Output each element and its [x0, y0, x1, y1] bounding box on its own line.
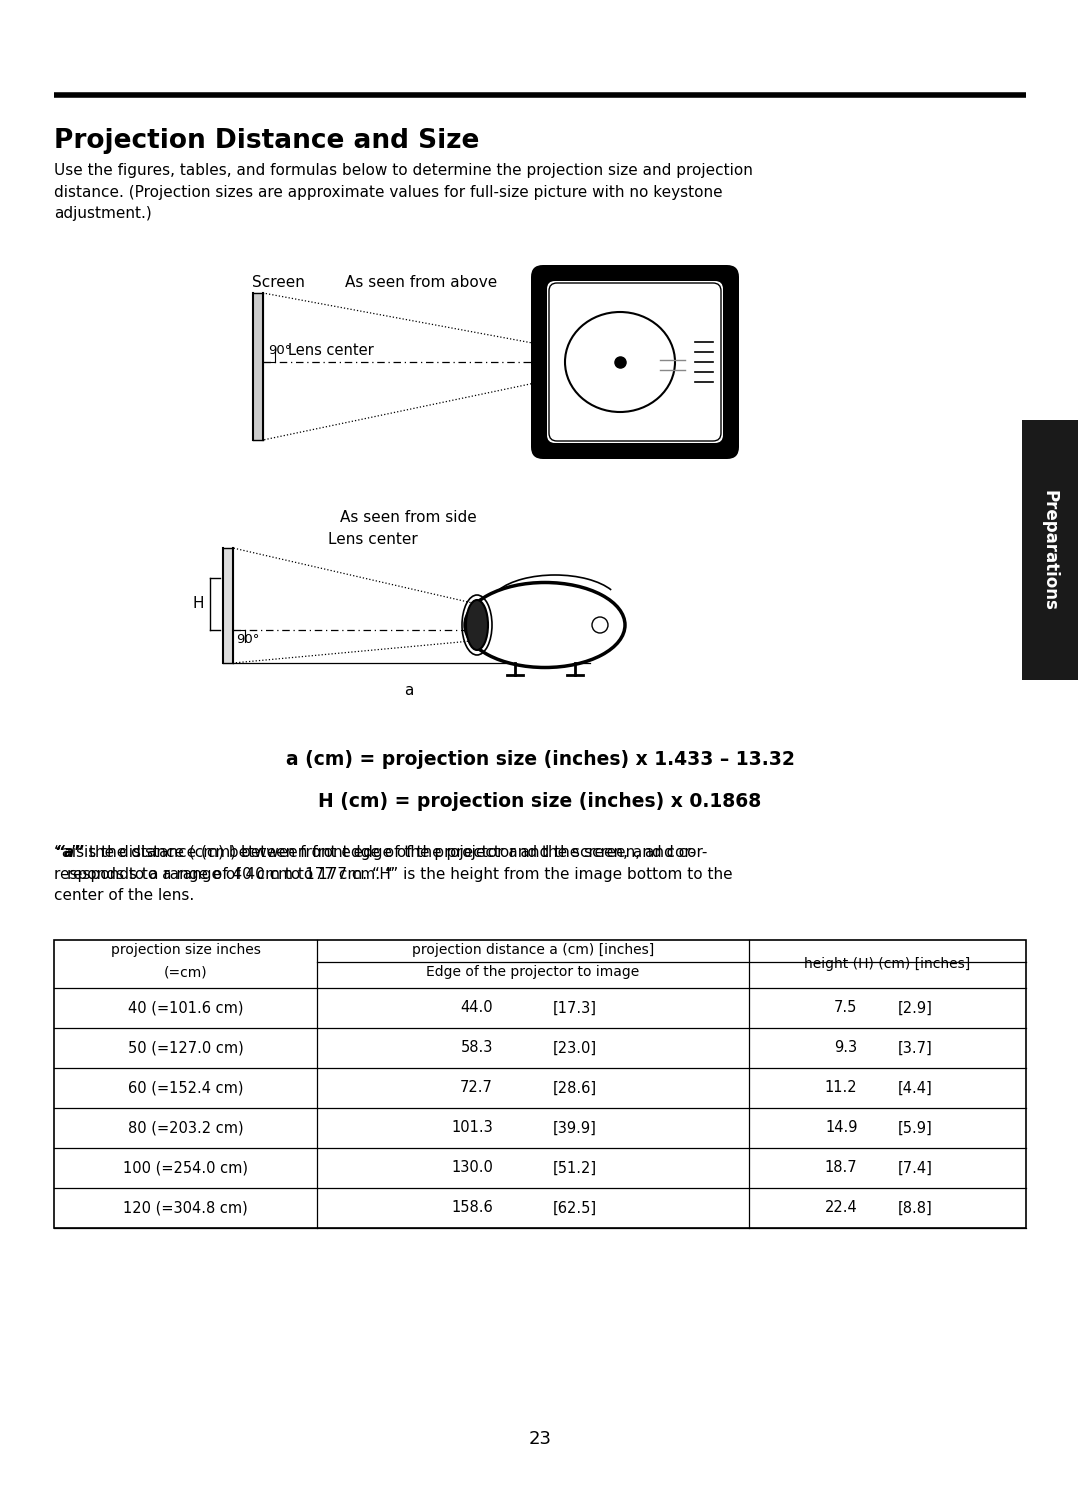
Text: As seen from side: As seen from side [340, 510, 476, 525]
Text: 90°: 90° [268, 344, 292, 356]
Text: [7.4]: [7.4] [897, 1160, 932, 1175]
Text: [4.4]: [4.4] [897, 1081, 932, 1096]
Text: 120 (=304.8 cm): 120 (=304.8 cm) [123, 1200, 248, 1215]
Text: height (H) (cm) [inches]: height (H) (cm) [inches] [805, 957, 971, 971]
Text: is the distance (cm) between front edge of the projector and the screen, and cor: is the distance (cm) between front edge … [67, 845, 696, 881]
Ellipse shape [465, 583, 625, 668]
Text: [8.8]: [8.8] [897, 1200, 932, 1215]
Ellipse shape [565, 312, 675, 412]
Text: [28.6]: [28.6] [553, 1081, 597, 1096]
Text: a: a [404, 683, 414, 698]
Text: 90°: 90° [237, 634, 259, 646]
Text: 40 (=101.6 cm): 40 (=101.6 cm) [127, 1000, 243, 1015]
Text: H (cm) = projection size (inches) x 0.1868: H (cm) = projection size (inches) x 0.18… [319, 792, 761, 811]
Text: 22.4: 22.4 [825, 1200, 858, 1215]
Text: 44.0: 44.0 [460, 1000, 492, 1015]
Text: (=cm): (=cm) [164, 965, 207, 980]
Text: projection distance a (cm) [inches]: projection distance a (cm) [inches] [411, 942, 654, 957]
Text: Lens center: Lens center [288, 343, 374, 358]
Text: 72.7: 72.7 [460, 1081, 492, 1096]
Text: 100 (=254.0 cm): 100 (=254.0 cm) [123, 1160, 248, 1175]
Text: [62.5]: [62.5] [553, 1200, 597, 1215]
Text: [2.9]: [2.9] [897, 1000, 932, 1015]
FancyBboxPatch shape [531, 265, 739, 459]
Text: 23: 23 [528, 1430, 552, 1448]
Text: 11.2: 11.2 [825, 1081, 858, 1096]
Text: 7.5: 7.5 [834, 1000, 858, 1015]
Text: H: H [192, 596, 204, 611]
Text: [51.2]: [51.2] [553, 1160, 597, 1175]
Text: a (cm) = projection size (inches) x 1.433 – 13.32: a (cm) = projection size (inches) x 1.43… [285, 750, 795, 769]
Text: 14.9: 14.9 [825, 1121, 858, 1136]
Text: Screen: Screen [252, 274, 305, 291]
Text: [5.9]: [5.9] [897, 1121, 932, 1136]
Text: As seen from above: As seen from above [345, 274, 497, 291]
Bar [1022, 420, 1078, 680]
Text: Projection Distance and Size: Projection Distance and Size [54, 128, 480, 154]
Circle shape [592, 617, 608, 634]
Text: 18.7: 18.7 [825, 1160, 858, 1175]
FancyBboxPatch shape [546, 280, 723, 443]
Text: 158.6: 158.6 [451, 1200, 492, 1215]
Text: 80 (=203.2 cm): 80 (=203.2 cm) [127, 1121, 243, 1136]
Ellipse shape [465, 599, 488, 650]
Text: 130.0: 130.0 [451, 1160, 492, 1175]
Text: Use the figures, tables, and formulas below to determine the projection size and: Use the figures, tables, and formulas be… [54, 163, 753, 221]
Text: 58.3: 58.3 [461, 1041, 492, 1056]
Text: Edge of the projector to image: Edge of the projector to image [427, 965, 639, 980]
Text: projection size inches: projection size inches [110, 942, 260, 957]
Text: 9.3: 9.3 [835, 1041, 858, 1056]
Text: Preparations: Preparations [1041, 489, 1059, 610]
Text: [23.0]: [23.0] [553, 1041, 597, 1056]
Text: [17.3]: [17.3] [553, 1000, 597, 1015]
Text: [39.9]: [39.9] [553, 1121, 597, 1136]
Text: Lens center: Lens center [328, 532, 418, 547]
Text: 50 (=127.0 cm): 50 (=127.0 cm) [127, 1041, 243, 1056]
Text: “a”: “a” [54, 845, 84, 860]
Bar [54, 939, 1026, 1229]
Text: “a” is the distance (cm) between front edge of the projector and the screen, and: “a” is the distance (cm) between front e… [54, 845, 732, 904]
Text: 60 (=152.4 cm): 60 (=152.4 cm) [127, 1081, 243, 1096]
Text: [3.7]: [3.7] [897, 1041, 932, 1056]
Text: 101.3: 101.3 [451, 1121, 492, 1136]
